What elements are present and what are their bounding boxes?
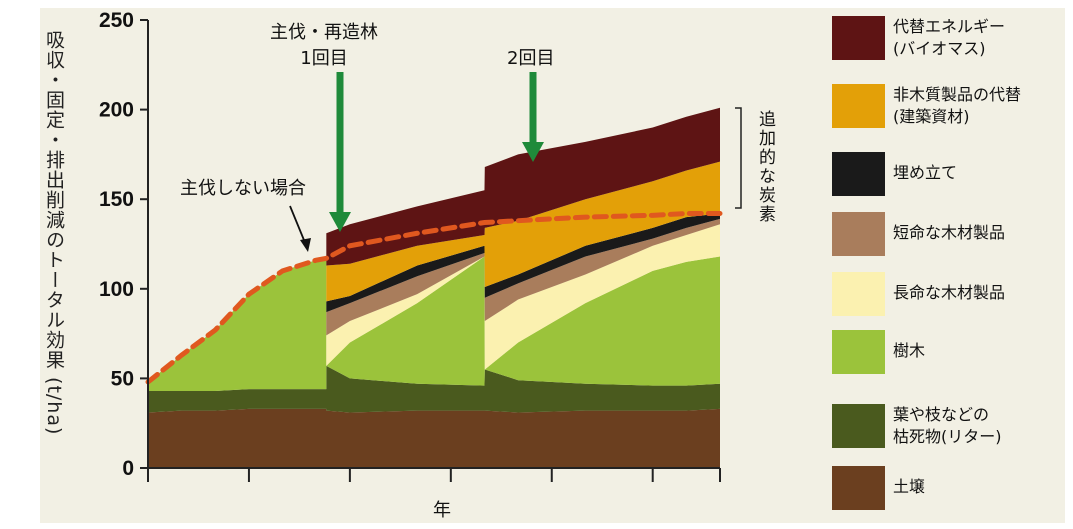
legend-label: 埋め立て <box>893 163 958 182</box>
y-tick-label: 100 <box>99 278 134 301</box>
y-tick-label: 250 <box>99 9 134 32</box>
legend-swatch <box>832 152 885 196</box>
harvest-2-arrow-head <box>522 142 544 162</box>
legend-label: 土壌 <box>893 477 926 496</box>
x-axis-label: 年 <box>433 500 451 521</box>
legend-item: 長命な木材製品 <box>805 268 1073 324</box>
legend-swatch <box>832 330 885 374</box>
area-6 <box>148 213 720 382</box>
legend-item: 樹木 <box>805 326 1073 382</box>
no-harvest-dashed-line <box>145 211 723 385</box>
legend-label: 代替エネルギー (バイオマス) <box>893 17 1006 58</box>
area-3 <box>148 256 720 391</box>
no-harvest-label: 主伐しない場合 <box>180 178 306 199</box>
legend-swatch <box>832 466 885 510</box>
legend-swatch <box>832 16 885 60</box>
legend-label: 葉や枝などの 枯死物(リター) <box>893 405 1002 446</box>
legend-label: 樹木 <box>893 341 926 360</box>
legend-swatch <box>832 212 885 256</box>
area-2 <box>148 365 720 413</box>
legend: 代替エネルギー (バイオマス) 非木質製品の代替 (建築資材) 埋め立て短命な木材製… <box>805 0 1073 529</box>
y-tick-label: 200 <box>99 99 134 122</box>
legend-swatch <box>832 84 885 128</box>
legend-label: 非木質製品の代替 (建築資材) <box>893 85 1022 126</box>
y-tick-label: 0 <box>122 457 134 480</box>
harvest-2-label: 2回目 <box>507 48 555 69</box>
legend-item: 非木質製品の代替 (建築資材) <box>805 80 1073 136</box>
no-harvest-pointer-head <box>300 238 311 252</box>
legend-item: 短命な木材製品 <box>805 208 1073 264</box>
no-harvest-pointer <box>289 205 307 246</box>
harvest-1-text: 主伐・再造林 1回目 <box>270 22 378 69</box>
legend-label: 短命な木材製品 <box>893 223 1006 242</box>
harvest-1-arrow-head <box>329 212 351 232</box>
harvest-1-label: 主伐・再造林 1回目 <box>270 20 378 72</box>
legend-item: 土壌 <box>805 462 1073 518</box>
legend-item: 代替エネルギー (バイオマス) <box>805 12 1073 68</box>
harvest-1-arrow-shaft <box>336 72 344 214</box>
legend-label: 長命な木材製品 <box>893 283 1006 302</box>
extra-carbon-bracket <box>735 107 742 209</box>
legend-swatch <box>832 404 885 448</box>
harvest-2-arrow-shaft <box>529 72 537 144</box>
legend-item: 埋め立て <box>805 148 1073 204</box>
y-tick-label: 150 <box>99 188 134 211</box>
y-tick-label: 50 <box>111 367 134 390</box>
area-8 <box>148 107 720 382</box>
legend-item: 葉や枝などの 枯死物(リター) <box>805 400 1073 456</box>
area-1 <box>148 408 720 468</box>
y-axis-label: 吸収・固定・排出削減のトータル効果 (t/ha) <box>43 30 65 436</box>
extra-carbon-label: 追加的な炭素 <box>755 110 775 224</box>
legend-swatch <box>832 272 885 316</box>
